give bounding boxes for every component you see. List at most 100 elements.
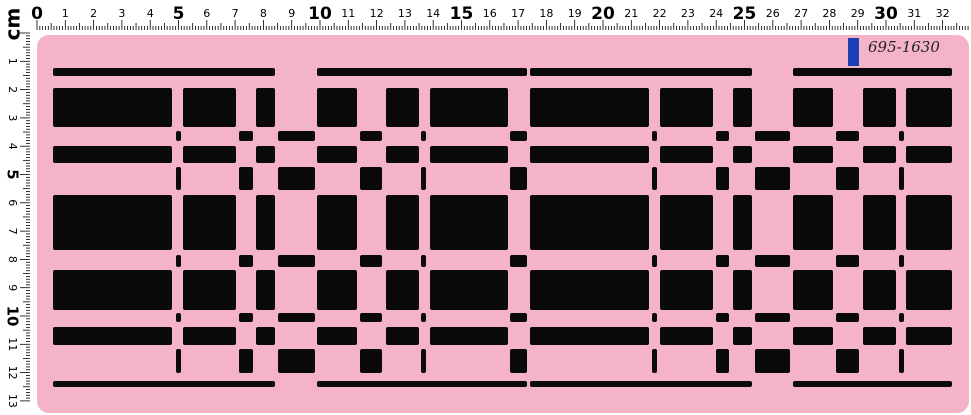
hole xyxy=(899,167,904,190)
hole xyxy=(899,349,904,373)
hole xyxy=(863,195,896,250)
hole xyxy=(716,167,729,190)
hole xyxy=(256,146,275,163)
left-ruler-label: 13 xyxy=(6,394,19,408)
hole xyxy=(430,270,508,310)
hole xyxy=(793,327,833,345)
hole xyxy=(652,349,657,373)
top-ruler-label: 26 xyxy=(766,7,780,20)
stencil-holes xyxy=(53,68,952,387)
hole xyxy=(716,349,729,373)
hole xyxy=(836,313,859,322)
hole xyxy=(278,313,315,322)
top-ruler-label: 12 xyxy=(370,7,384,20)
top-ruler-label: 2 xyxy=(90,7,97,20)
hole xyxy=(53,146,172,163)
top-ruler-label: 7 xyxy=(232,7,239,20)
top-ruler-label: 21 xyxy=(624,7,638,20)
hole xyxy=(421,349,426,373)
hole xyxy=(530,381,752,387)
hole xyxy=(278,167,315,190)
hole xyxy=(863,88,896,127)
hole xyxy=(530,327,649,345)
hole xyxy=(733,270,752,310)
hole xyxy=(660,195,713,250)
hole xyxy=(256,327,275,345)
hole xyxy=(176,167,181,190)
hole xyxy=(510,255,527,267)
hole xyxy=(899,255,904,267)
top-ruler-label: 11 xyxy=(341,7,355,20)
hole xyxy=(755,349,790,373)
top-ruler-label: 24 xyxy=(709,7,723,20)
hole xyxy=(239,167,253,190)
hole xyxy=(906,195,952,250)
top-ruler xyxy=(0,0,971,30)
hole xyxy=(660,270,713,310)
hole xyxy=(510,131,527,141)
hole xyxy=(906,146,952,163)
hole xyxy=(530,195,649,250)
hole xyxy=(317,270,357,310)
hole xyxy=(793,381,952,387)
hole xyxy=(360,131,382,141)
hole xyxy=(733,88,752,127)
hole xyxy=(317,327,357,345)
hole xyxy=(906,88,952,127)
hole xyxy=(386,327,419,345)
hole xyxy=(755,131,790,141)
hole xyxy=(660,327,713,345)
hole xyxy=(176,255,181,267)
hole xyxy=(278,131,315,141)
hole xyxy=(430,88,508,127)
left-ruler xyxy=(0,0,30,415)
hole xyxy=(176,349,181,373)
hole xyxy=(793,195,833,250)
hole xyxy=(176,131,181,141)
hole xyxy=(660,146,713,163)
hole xyxy=(652,131,657,141)
hole xyxy=(510,313,527,322)
hole xyxy=(53,195,172,250)
top-ruler-label: 28 xyxy=(822,7,836,20)
top-ruler-label: 3 xyxy=(118,7,125,20)
top-ruler-label: 23 xyxy=(681,7,695,20)
top-ruler-label: 22 xyxy=(653,7,667,20)
top-ruler-label: 0 xyxy=(31,4,43,24)
hole xyxy=(836,349,859,373)
hole xyxy=(317,195,357,250)
top-ruler-label: 31 xyxy=(907,7,921,20)
hole xyxy=(317,381,527,387)
hole xyxy=(239,349,253,373)
hole xyxy=(793,146,833,163)
hole xyxy=(53,68,275,76)
hole xyxy=(183,88,236,127)
hole xyxy=(360,167,382,190)
top-ruler-label: 30 xyxy=(874,4,898,24)
hole xyxy=(652,167,657,190)
top-ruler-label: 17 xyxy=(511,7,525,20)
hole xyxy=(360,255,382,267)
hole xyxy=(421,167,426,190)
hole xyxy=(421,313,426,322)
top-ruler-label: 18 xyxy=(539,7,553,20)
left-ruler-label: 10 xyxy=(4,306,22,327)
top-ruler-label: 25 xyxy=(733,4,757,24)
hole xyxy=(421,131,426,141)
hole xyxy=(386,270,419,310)
hole xyxy=(716,313,729,322)
top-ruler-label: 15 xyxy=(450,4,474,24)
hole xyxy=(183,146,236,163)
left-ruler-label: 9 xyxy=(6,284,19,291)
hole xyxy=(386,146,419,163)
left-ruler-label: 4 xyxy=(6,143,19,150)
top-ruler-label: 32 xyxy=(936,7,950,20)
hole xyxy=(430,327,508,345)
hole xyxy=(793,270,833,310)
hole xyxy=(183,195,236,250)
hole xyxy=(755,255,790,267)
top-ruler-label: 6 xyxy=(203,7,210,20)
hole xyxy=(53,381,275,387)
hole xyxy=(183,327,236,345)
